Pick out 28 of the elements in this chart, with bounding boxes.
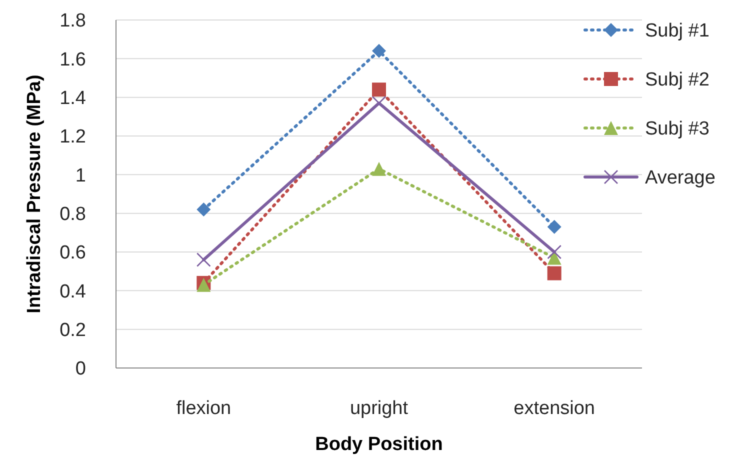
x-tick-label: flexion xyxy=(176,398,232,419)
y-axis-title: Intradiscal Pressure (MPa) xyxy=(24,74,45,314)
point xyxy=(372,82,386,97)
y-tick-label: 1.6 xyxy=(60,49,86,70)
point xyxy=(196,252,211,267)
y-tick-label: 1.4 xyxy=(60,88,86,109)
point xyxy=(372,162,386,176)
point xyxy=(547,266,562,280)
legend-label: Average xyxy=(645,168,716,189)
point xyxy=(547,220,562,234)
y-tick-label: 1 xyxy=(75,165,86,186)
y-tick-label: 0.2 xyxy=(60,320,86,341)
point xyxy=(196,202,211,216)
point xyxy=(372,44,386,58)
x-axis-title: Body Position xyxy=(315,434,443,455)
x-tick-label: upright xyxy=(350,398,409,419)
y-tick-label: 0.4 xyxy=(60,281,86,302)
y-tick-label: 0 xyxy=(75,358,86,380)
point xyxy=(372,96,386,110)
legend-label: Subj #2 xyxy=(645,70,710,91)
x-tick-label: extension xyxy=(514,398,596,419)
y-tick-label: 1.8 xyxy=(60,10,86,32)
legend-label: Subj #3 xyxy=(645,118,710,140)
y-tick-label: 0.8 xyxy=(60,204,86,225)
legend-label: Subj #1 xyxy=(645,20,710,42)
y-tick-label: 1.2 xyxy=(60,126,86,148)
y-tick-label: 0.6 xyxy=(60,242,86,264)
point xyxy=(547,245,562,259)
